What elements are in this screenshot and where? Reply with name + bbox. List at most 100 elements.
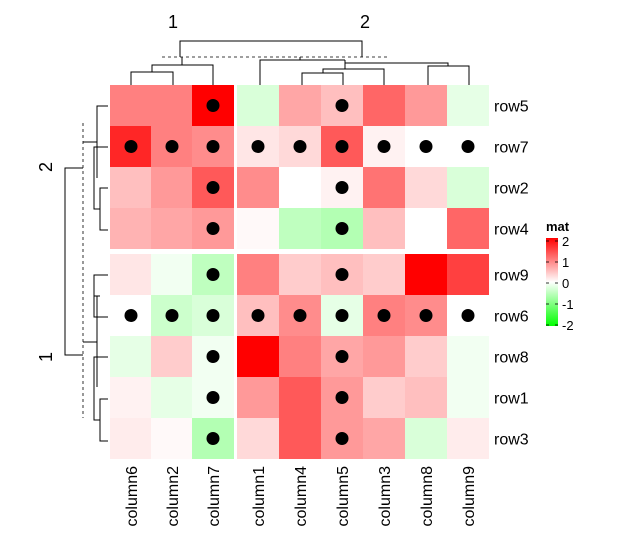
legend-title: mat bbox=[546, 219, 570, 234]
split-labels: 1 2 2 1 bbox=[36, 12, 370, 362]
cell-row8-column4 bbox=[279, 336, 321, 377]
cell-row8-column8 bbox=[405, 336, 447, 377]
row-label-row6: row6 bbox=[494, 309, 529, 326]
dot-row6-column4 bbox=[293, 309, 307, 322]
cell-row3-column3 bbox=[363, 418, 405, 459]
dot-row7-column2 bbox=[165, 140, 179, 153]
dot-row6-column9 bbox=[461, 309, 475, 322]
legend-tick-label-3: -1 bbox=[562, 297, 574, 312]
row-label-row9: row9 bbox=[494, 268, 529, 285]
cell-row2-column1 bbox=[237, 167, 279, 208]
dot-row7-column5 bbox=[335, 140, 349, 153]
cell-row9-column3 bbox=[363, 254, 405, 295]
column-dendrogram-top bbox=[179, 40, 363, 57]
dot-row7-column4 bbox=[293, 140, 307, 153]
legend-tick-label-1: 1 bbox=[562, 255, 569, 270]
legend-tick-label-2: 0 bbox=[562, 276, 569, 291]
cell-row5-column3 bbox=[363, 85, 405, 126]
cell-row9-column2 bbox=[151, 254, 193, 295]
dot-row6-column2 bbox=[165, 309, 179, 322]
cell-row4-column2 bbox=[151, 208, 193, 249]
dot-row7-column8 bbox=[419, 140, 433, 153]
cell-row2-column9 bbox=[447, 167, 489, 208]
cell-row8-column9 bbox=[447, 336, 489, 377]
cell-row1-column1 bbox=[237, 377, 279, 418]
column-label-column9: column9 bbox=[461, 466, 478, 527]
cell-row1-column2 bbox=[151, 377, 193, 418]
cell-row2-column2 bbox=[151, 167, 193, 208]
cell-row1-column3 bbox=[363, 377, 405, 418]
dot-row5-column5 bbox=[335, 99, 349, 112]
cell-row5-column4 bbox=[279, 85, 321, 126]
dot-row1-column7 bbox=[206, 391, 220, 404]
row-label-row3: row3 bbox=[494, 432, 529, 449]
dot-row6-column8 bbox=[419, 309, 433, 322]
dot-row8-column7 bbox=[206, 350, 220, 363]
row-label-row1: row1 bbox=[494, 391, 529, 408]
dot-row6-column3 bbox=[377, 309, 391, 322]
cell-row9-column4 bbox=[279, 254, 321, 295]
dot-row6-column1 bbox=[251, 309, 265, 322]
cell-row2-column8 bbox=[405, 167, 447, 208]
row-dendrogram-top bbox=[64, 167, 83, 356]
dot-row9-column5 bbox=[335, 268, 349, 281]
dot-row9-column7 bbox=[206, 268, 220, 281]
cell-row4-column1 bbox=[237, 208, 279, 249]
row-label-row7: row7 bbox=[494, 140, 529, 157]
cell-row4-column6 bbox=[110, 208, 152, 249]
column-label-column3: column3 bbox=[377, 466, 394, 527]
dot-row8-column5 bbox=[335, 350, 349, 363]
column-label-column6: column6 bbox=[124, 466, 141, 527]
dot-row7-column7 bbox=[206, 140, 220, 153]
row-label-row5: row5 bbox=[494, 99, 529, 116]
cell-row8-column1 bbox=[237, 336, 279, 377]
cell-row1-column8 bbox=[405, 377, 447, 418]
cell-row5-column6 bbox=[110, 85, 152, 126]
cell-row9-column1 bbox=[237, 254, 279, 295]
column-split-label-1: 1 bbox=[168, 12, 178, 32]
row-split-label-2: 1 bbox=[36, 352, 56, 362]
legend-tick-label-0: 2 bbox=[562, 234, 569, 249]
dot-row6-column7 bbox=[206, 309, 220, 322]
column-label-column2: column2 bbox=[165, 466, 182, 527]
cell-row4-column9 bbox=[447, 208, 489, 249]
cell-row9-column8 bbox=[405, 254, 447, 295]
legend-tick-label-4: -2 bbox=[562, 318, 574, 333]
dot-row7-column1 bbox=[251, 140, 265, 153]
cell-row2-column6 bbox=[110, 167, 152, 208]
dot-row3-column7 bbox=[206, 432, 220, 445]
row-dendrogram-group-2 bbox=[83, 105, 108, 231]
cell-row5-column9 bbox=[447, 85, 489, 126]
cell-row3-column2 bbox=[151, 418, 193, 459]
dot-row2-column7 bbox=[206, 181, 220, 194]
dot-row6-column6 bbox=[124, 309, 138, 322]
cell-row4-column3 bbox=[363, 208, 405, 249]
column-label-column5: column5 bbox=[335, 466, 352, 527]
dot-row1-column5 bbox=[335, 391, 349, 404]
dot-row4-column5 bbox=[335, 222, 349, 235]
cell-row3-column1 bbox=[237, 418, 279, 459]
row-split-label-1: 2 bbox=[36, 162, 56, 172]
cell-row3-column8 bbox=[405, 418, 447, 459]
cell-row5-column1 bbox=[237, 85, 279, 126]
dot-row2-column5 bbox=[335, 181, 349, 194]
row-labels: row5 row7 row2 row4 row9 row6 row8 row1 row3 bbox=[494, 99, 529, 449]
cell-row1-column4 bbox=[279, 377, 321, 418]
dot-row3-column5 bbox=[335, 432, 349, 445]
cell-row8-column2 bbox=[151, 336, 193, 377]
dot-row7-column3 bbox=[377, 140, 391, 153]
cell-row1-column9 bbox=[447, 377, 489, 418]
dot-row5-column7 bbox=[206, 99, 220, 112]
cell-row5-column8 bbox=[405, 85, 447, 126]
row-label-row2: row2 bbox=[494, 181, 529, 198]
column-label-column8: column8 bbox=[419, 466, 436, 527]
row-label-row4: row4 bbox=[494, 222, 529, 239]
cell-row1-column6 bbox=[110, 377, 152, 418]
cell-row8-column3 bbox=[363, 336, 405, 377]
dot-row7-column9 bbox=[461, 140, 475, 153]
column-dendrogram-group-1 bbox=[130, 57, 214, 90]
column-split-label-2: 2 bbox=[360, 12, 370, 32]
column-label-column7: column7 bbox=[206, 466, 223, 527]
cell-row3-column6 bbox=[110, 418, 152, 459]
